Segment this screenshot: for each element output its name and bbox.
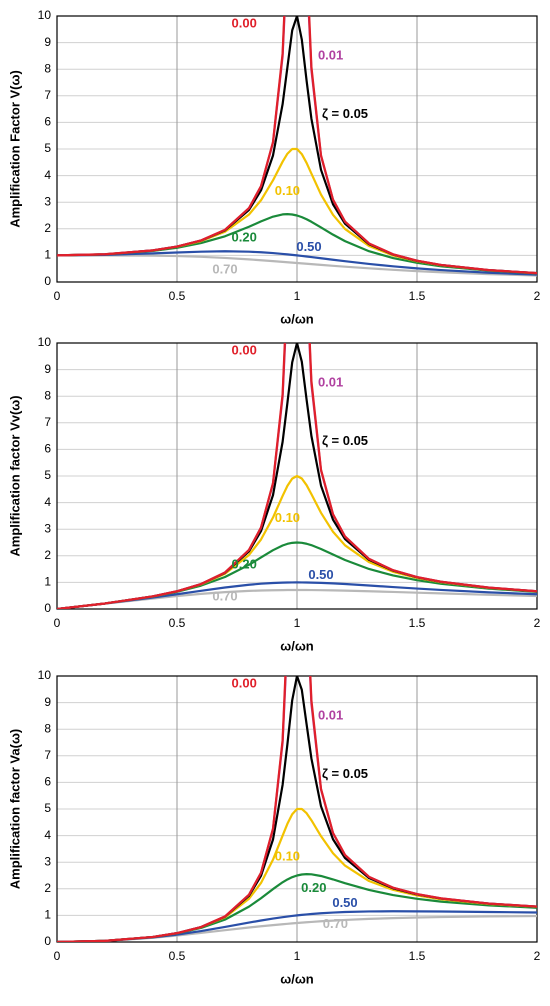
x-tick-label: 1 [294, 289, 301, 303]
x-tick-label: 2 [534, 616, 541, 630]
x-tick-label: 2 [534, 949, 541, 963]
curve-label: 0.01 [318, 707, 343, 722]
line-series [57, 250, 537, 276]
curve-label: 0.50 [308, 567, 333, 582]
y-tick-label: 2 [44, 548, 51, 562]
y-tick-label: 10 [38, 335, 52, 349]
y-tick-label: 2 [44, 881, 51, 895]
x-tick-label: 1.5 [409, 616, 426, 630]
x-tick-label: 1.5 [409, 289, 426, 303]
y-tick-label: 1 [44, 248, 51, 262]
line-series [57, 581, 537, 609]
y-tick-label: 1 [44, 575, 51, 589]
y-tick-label: 5 [44, 468, 51, 482]
x-tick-label: 0 [54, 949, 61, 963]
y-tick-label: 2 [44, 221, 51, 235]
line-series [57, 16, 537, 275]
curve-label: 0.01 [318, 47, 343, 62]
x-axis-label: ω/ωn [280, 638, 314, 653]
y-tick-label: 0 [44, 601, 51, 615]
curve-label: 0.20 [232, 230, 257, 245]
curve-label: 0.70 [212, 588, 237, 603]
curve-label: 0.50 [332, 895, 357, 910]
y-axis-label: Amplification factor Vv(ω) [7, 395, 22, 556]
y-tick-label: 5 [44, 801, 51, 815]
x-tick-label: 0 [54, 616, 61, 630]
curve-label: ζ = 0.05 [322, 106, 368, 121]
x-tick-label: 0.5 [169, 616, 186, 630]
curve-label: 0.70 [212, 261, 237, 276]
y-tick-label: 10 [38, 8, 52, 22]
y-tick-label: 10 [38, 668, 52, 682]
y-tick-label: 4 [44, 828, 51, 842]
y-tick-label: 7 [44, 748, 51, 762]
x-tick-label: 0.5 [169, 289, 186, 303]
chart: 0 1 2 3 4 5 6 7 8 9 10 0 0.5 1 1.5 2 ω/ωn Amplification F… [7, 8, 541, 326]
y-tick-label: 3 [44, 194, 51, 208]
curve-label: 0.70 [323, 916, 348, 931]
y-tick-label: 6 [44, 115, 51, 129]
curve-label: ζ = 0.05 [322, 433, 368, 448]
curve-label: 0.50 [296, 239, 321, 254]
y-tick-label: 0 [44, 274, 51, 288]
series-group [57, 676, 537, 942]
curve-label: ζ = 0.05 [322, 766, 368, 781]
line-series [57, 910, 537, 942]
y-tick-label: 7 [44, 88, 51, 102]
y-tick-label: 8 [44, 388, 51, 402]
curve-label: 0.00 [232, 675, 257, 690]
y-tick-label: 8 [44, 721, 51, 735]
y-tick-label: 3 [44, 521, 51, 535]
y-tick-label: 4 [44, 168, 51, 182]
curve-label: 0.10 [275, 183, 300, 198]
x-tick-label: 2 [534, 289, 541, 303]
y-tick-label: 8 [44, 61, 51, 75]
x-tick-label: 1 [294, 616, 301, 630]
y-tick-label: 9 [44, 35, 51, 49]
curve-label: 0.20 [301, 880, 326, 895]
y-tick-label: 4 [44, 495, 51, 509]
line-series [57, 541, 537, 609]
x-tick-label: 1.5 [409, 949, 426, 963]
y-tick-label: 5 [44, 141, 51, 155]
y-tick-label: 3 [44, 854, 51, 868]
y-tick-label: 6 [44, 775, 51, 789]
y-tick-label: 9 [44, 362, 51, 376]
x-axis-label: ω/ωn [280, 311, 314, 326]
y-axis-label: Amplification Factor V(ω) [7, 70, 22, 228]
curve-label: 0.10 [275, 848, 300, 863]
line-series [57, 343, 537, 609]
y-tick-label: 7 [44, 415, 51, 429]
line-series [57, 914, 537, 942]
x-tick-label: 0 [54, 289, 61, 303]
curve-label: 0.20 [232, 557, 257, 572]
line-series [57, 676, 537, 942]
curve-label: 0.10 [275, 510, 300, 525]
curve-label: 0.00 [232, 342, 257, 357]
x-tick-label: 1 [294, 949, 301, 963]
line-series [57, 254, 537, 277]
y-tick-label: 0 [44, 934, 51, 948]
series-group [57, 16, 537, 277]
x-tick-label: 0.5 [169, 949, 186, 963]
chart: 0 1 2 3 4 5 6 7 8 9 10 0 0.5 1 1.5 2 ω/ωn Amplification f… [7, 335, 541, 653]
y-tick-label: 1 [44, 908, 51, 922]
y-axis-label: Amplification factor Va(ω) [7, 729, 22, 890]
line-series [57, 588, 537, 609]
y-tick-label: 9 [44, 695, 51, 709]
x-axis-label: ω/ωn [280, 971, 314, 986]
curve-label: 0.01 [318, 374, 343, 389]
curve-label: 0.00 [232, 15, 257, 30]
y-tick-label: 6 [44, 442, 51, 456]
series-group [57, 343, 537, 609]
chart: 0 1 2 3 4 5 6 7 8 9 10 0 0.5 1 1.5 2 ω/ωn Amplification f… [7, 668, 541, 986]
line-series [57, 213, 537, 275]
